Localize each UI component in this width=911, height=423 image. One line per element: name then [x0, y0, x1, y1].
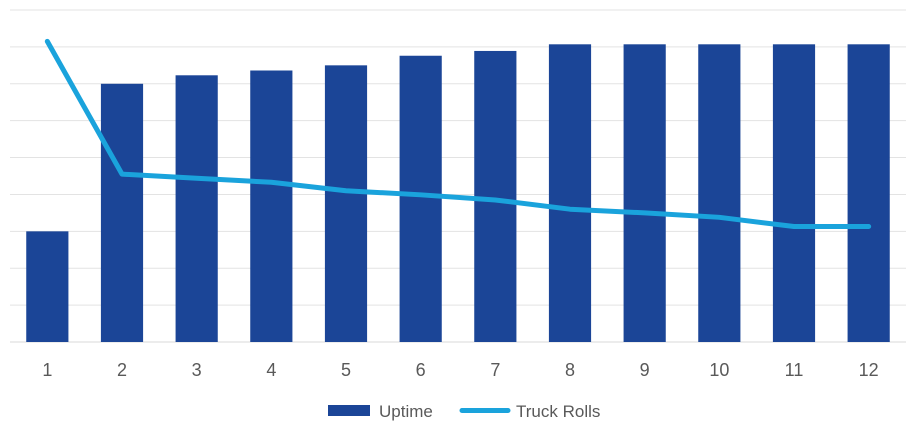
- bar-uptime-5: [324, 65, 368, 342]
- line-truck-rolls: [44, 38, 872, 230]
- legend-swatch-uptime: [328, 405, 370, 416]
- x-tick-label-6: 6: [416, 360, 426, 380]
- bar-uptime-4: [250, 70, 293, 343]
- x-tick-label-7: 7: [490, 360, 500, 380]
- x-tick-label-12: 12: [859, 360, 879, 380]
- bar-uptime-9: [623, 44, 666, 342]
- x-tick-label-8: 8: [565, 360, 575, 380]
- bar-uptime-7: [474, 50, 517, 343]
- legend-label-uptime: Uptime: [379, 402, 433, 421]
- x-tick-label-5: 5: [341, 360, 351, 380]
- bar-uptime-12: [847, 44, 890, 342]
- gridlines: [10, 9, 906, 343]
- x-tick-label-11: 11: [785, 360, 804, 380]
- line-series: [44, 38, 872, 230]
- bar-uptime-11: [772, 44, 816, 342]
- x-tick-label-1: 1: [42, 360, 52, 380]
- x-tick-label-9: 9: [640, 360, 650, 380]
- bar-uptime-10: [698, 44, 741, 342]
- bar-uptime-3: [175, 75, 218, 342]
- x-tick-label-2: 2: [117, 360, 127, 380]
- x-tick-label-3: 3: [192, 360, 202, 380]
- bar-uptime-6: [399, 55, 442, 343]
- bar-uptime-8: [548, 44, 592, 342]
- legend-label-truck-rolls: Truck Rolls: [516, 402, 600, 421]
- bar-uptime-2: [100, 83, 144, 343]
- legend: Uptime Truck Rolls: [328, 402, 600, 421]
- x-tick-label-4: 4: [266, 360, 276, 380]
- x-axis-tick-labels: 1 2 3 4 5 6 7 8 9 10 11 12: [42, 360, 878, 380]
- bar-uptime-1: [26, 231, 69, 342]
- bar-series: [26, 44, 890, 343]
- x-tick-label-10: 10: [709, 360, 729, 380]
